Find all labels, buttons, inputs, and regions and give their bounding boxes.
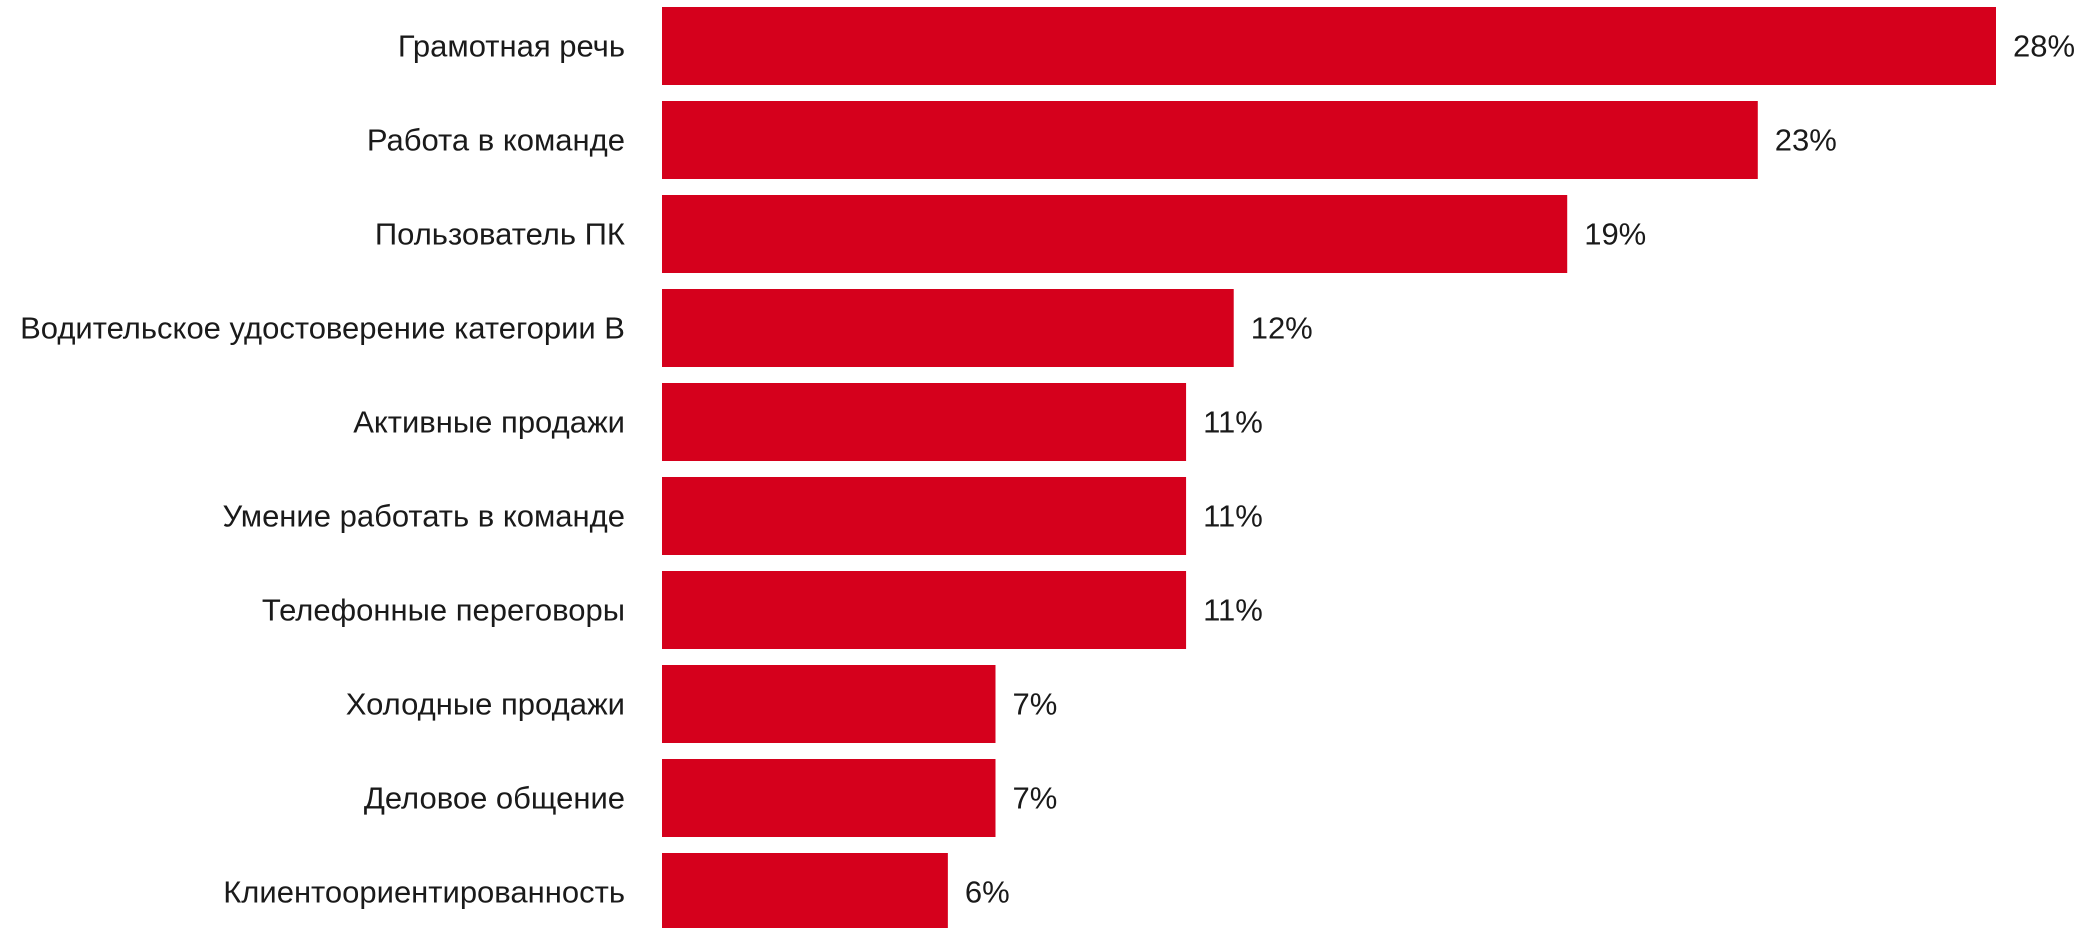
value-label: 19%: [1584, 217, 1646, 252]
bar: [662, 853, 948, 928]
category-label: Водительское удостоверение категории B: [20, 311, 625, 346]
bar: [662, 383, 1187, 461]
bar: [662, 289, 1234, 367]
value-labels-layer: 28% 23% 19% 12% 11% 11% 11% 7% 7% 6%: [965, 29, 2075, 910]
category-labels-layer: Грамотная речь Работа в команде Пользовате…: [20, 29, 625, 910]
value-label: 7%: [1013, 781, 1058, 816]
category-label: Активные продажи: [353, 405, 625, 440]
bar: [662, 759, 996, 837]
category-label: Умение работать в команде: [222, 499, 625, 534]
bar: [662, 571, 1187, 649]
bars-layer: [662, 7, 1996, 928]
value-label: 11%: [1203, 405, 1263, 440]
category-label: Холодные продажи: [346, 687, 625, 722]
value-label: 23%: [1775, 123, 1837, 158]
category-label: Клиентоориентированность: [223, 875, 625, 910]
category-label: Телефонные переговоры: [262, 593, 625, 628]
bar: [662, 7, 1996, 85]
value-label: 12%: [1251, 311, 1313, 346]
bar: [662, 101, 1758, 179]
bar: [662, 477, 1187, 555]
category-label: Деловое общение: [364, 781, 625, 816]
value-label: 6%: [965, 875, 1010, 910]
value-label: 28%: [2013, 29, 2075, 64]
value-label: 7%: [1013, 687, 1058, 722]
value-label: 11%: [1203, 499, 1263, 534]
category-label: Пользователь ПК: [375, 217, 625, 252]
bar: [662, 195, 1568, 273]
value-label: 11%: [1203, 593, 1263, 628]
category-label: Грамотная речь: [398, 29, 625, 64]
category-label: Работа в команде: [367, 123, 625, 158]
bar: [662, 665, 996, 743]
